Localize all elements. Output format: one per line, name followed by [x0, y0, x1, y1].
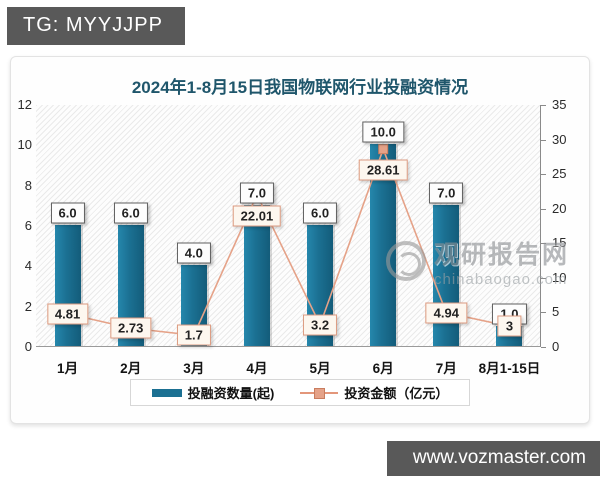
x-axis-label: 3月 [183, 361, 205, 376]
bar-data-label: 4.0 [176, 242, 211, 264]
watermark-site-name: 观研报告网 [434, 241, 570, 269]
line-data-label: 4.81 [46, 303, 89, 325]
bar-data-label: 7.0 [239, 182, 274, 204]
bar-data-label: 10.0 [362, 121, 404, 143]
line-data-label: 3 [497, 315, 522, 337]
right-axis-tick: 30 [552, 131, 567, 147]
right-axis-tickmark [541, 174, 546, 176]
right-axis-tickmark [541, 277, 546, 279]
bar-data-label: 6.0 [303, 202, 338, 224]
right-axis-tick: 25 [552, 166, 567, 182]
right-axis-tickmark [541, 139, 546, 141]
x-axis-label: 1月 [57, 361, 79, 376]
watermark: 观研报告网 chinabaogao.com [386, 235, 569, 288]
legend: 投融资数量(起) 投资金额（亿元） [130, 379, 470, 406]
right-axis-tick: 10 [552, 269, 567, 285]
chart-title: 2024年1-8月15日我国物联网行业投融资情况 [131, 78, 469, 97]
x-axis-label: 4月 [246, 361, 268, 376]
right-axis-tickmark [541, 312, 546, 314]
watermark-site-url: chinabaogao.com [434, 271, 568, 288]
right-axis-tick: 20 [552, 200, 567, 216]
bar-data-label: 7.0 [429, 182, 464, 204]
right-axis-tick: 35 [552, 97, 567, 112]
legend-label-line: 投资金额（亿元） [344, 386, 449, 401]
right-axis-tickmark [541, 347, 546, 348]
legend-label-bar: 投融资数量(起) [187, 386, 275, 401]
bar-data-label: 6.0 [50, 202, 85, 224]
left-axis-tick: 8 [24, 177, 32, 193]
bar-data-label: 6.0 [113, 202, 148, 224]
tg-channel-badge: TG: MYYJJPP [7, 7, 185, 45]
bar-series-swatch [151, 388, 182, 397]
x-axis-label: 7月 [435, 361, 457, 376]
left-axis-tick: 0 [24, 339, 32, 354]
legend-item-line-series: 投资金额（亿元） [300, 383, 448, 402]
left-axis-tick: 6 [24, 218, 32, 233]
watermark-logo-icon [386, 241, 426, 281]
footer-url-badge: www.vozmaster.com [386, 441, 600, 476]
line-data-label: 3.2 [303, 314, 338, 336]
left-axis-tick: 2 [24, 298, 32, 314]
line-data-label: 2.73 [110, 317, 152, 339]
line-data-label: 28.61 [358, 159, 408, 181]
line-data-label: 4.94 [425, 302, 467, 324]
chart-panel: 2024年1-8月15日我国物联网行业投融资情况 0 2 4 6 8 10 12 0 5 10 15… [10, 56, 590, 424]
right-axis-tickmark [541, 105, 546, 106]
left-axis-tick: 10 [17, 137, 32, 153]
bar [54, 225, 81, 346]
right-axis-tick: 15 [552, 235, 567, 251]
plot-area: 0 2 4 6 8 10 12 0 5 10 15 20 25 30 35 1月 2月 3月 4月 5月 6月 7月 8月1… [18, 97, 567, 376]
left-axis-tick: 4 [24, 258, 32, 274]
x-axis-label: 6月 [372, 361, 394, 376]
right-axis-tick: 5 [552, 304, 560, 320]
line-data-label: 1.7 [176, 324, 211, 346]
x-axis-label: 2月 [120, 361, 142, 376]
right-axis-tickmark [541, 243, 546, 245]
right-axis-tick: 0 [552, 339, 560, 354]
legend-item-bar-series: 投融资数量(起) [151, 383, 275, 402]
x-axis-label: 8月1-15日 [478, 361, 541, 376]
right-axis-tickmark [541, 208, 546, 210]
line-data-label: 22.01 [232, 205, 282, 227]
x-axis-label: 5月 [309, 361, 331, 376]
line-series-swatch [300, 387, 339, 399]
left-axis-tick: 12 [17, 97, 32, 112]
